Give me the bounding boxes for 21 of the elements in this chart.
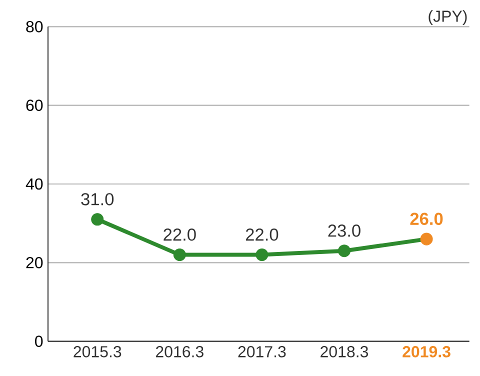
x-tick-label: 2019.3 bbox=[402, 346, 450, 358]
point bbox=[338, 244, 351, 258]
data-label: 22.0 bbox=[246, 228, 278, 241]
y-tick-label: 40 bbox=[26, 178, 43, 190]
x-tick-label: 2015.3 bbox=[74, 346, 122, 358]
x-tick-label: 2016.3 bbox=[156, 346, 204, 358]
point bbox=[256, 248, 268, 262]
data-label: 26.0 bbox=[410, 212, 443, 226]
point bbox=[420, 232, 433, 246]
y-tick-label: 80 bbox=[26, 21, 43, 32]
point bbox=[173, 248, 186, 262]
point bbox=[91, 213, 104, 226]
x-tick-label: 2018.3 bbox=[320, 346, 368, 358]
y-tick-label: 0 bbox=[35, 336, 43, 347]
x-tick-label: 2017.3 bbox=[238, 346, 286, 358]
y-tick-label: 20 bbox=[26, 257, 43, 268]
data-label: 23.0 bbox=[328, 224, 360, 237]
data-label: 22.0 bbox=[164, 228, 196, 241]
data-label: 31.0 bbox=[81, 193, 114, 206]
y-tick-label: 60 bbox=[26, 100, 43, 111]
y-axis-title: (JPY) bbox=[428, 10, 467, 26]
